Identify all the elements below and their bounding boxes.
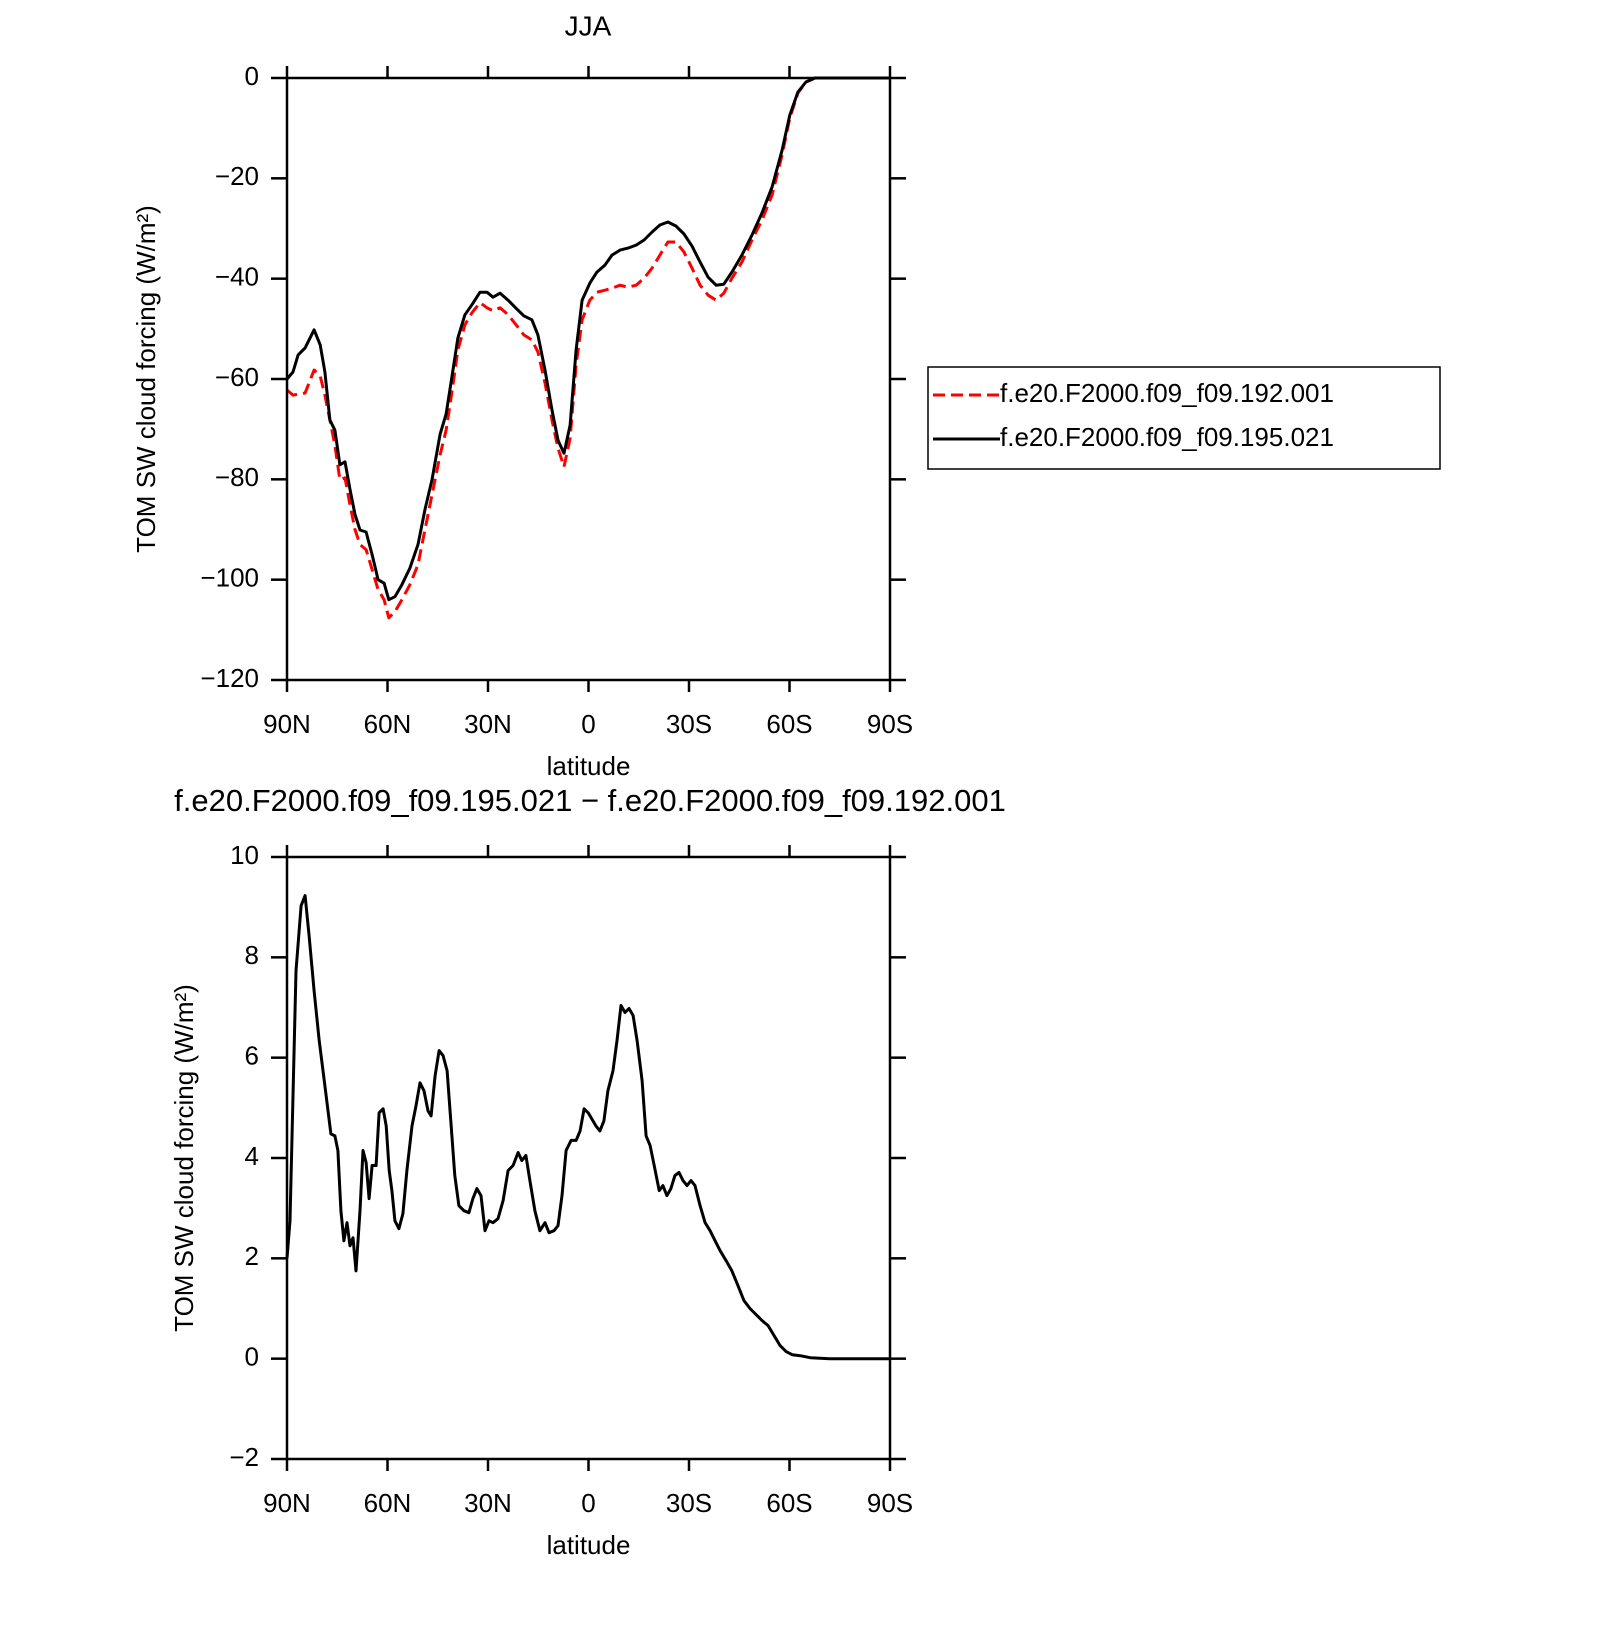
x-tick-label: 60S xyxy=(766,709,812,739)
y-tick-label: −120 xyxy=(200,663,259,693)
y-axis-label: TOM SW cloud forcing (W/m²) xyxy=(169,984,199,1332)
y-axis-label: TOM SW cloud forcing (W/m²) xyxy=(131,205,161,553)
y-tick-label: 6 xyxy=(245,1041,259,1071)
legend-label: f.e20.F2000.f09_f09.192.001 xyxy=(1000,378,1334,408)
y-tick-label: −80 xyxy=(215,462,259,492)
y-tick-label: 2 xyxy=(245,1241,259,1271)
y-tick-label: 8 xyxy=(245,940,259,970)
y-tick-label: 0 xyxy=(245,61,259,91)
x-tick-label: 0 xyxy=(581,1488,595,1518)
x-tick-label: 90N xyxy=(263,709,311,739)
x-axis-label: latitude xyxy=(547,1530,631,1560)
x-tick-label: 60N xyxy=(364,709,412,739)
y-tick-label: −20 xyxy=(215,161,259,191)
y-tick-label: 10 xyxy=(230,840,259,870)
x-tick-label: 30S xyxy=(666,709,712,739)
y-tick-label: −2 xyxy=(229,1442,259,1472)
x-tick-label: 90N xyxy=(263,1488,311,1518)
x-tick-label: 60N xyxy=(364,1488,412,1518)
data-line xyxy=(285,76,890,602)
y-tick-label: −60 xyxy=(215,362,259,392)
x-tick-label: 90S xyxy=(867,1488,913,1518)
y-tick-label: 0 xyxy=(245,1342,259,1372)
x-axis-label: latitude xyxy=(547,751,631,781)
x-tick-label: 60S xyxy=(766,1488,812,1518)
y-tick-label: 4 xyxy=(245,1141,259,1171)
chart-title: JJA xyxy=(565,10,612,41)
x-tick-label: 30N xyxy=(464,1488,512,1518)
x-tick-label: 0 xyxy=(581,709,595,739)
legend-label: f.e20.F2000.f09_f09.195.021 xyxy=(1000,422,1334,452)
plot-frame xyxy=(285,76,892,682)
y-tick-label: −40 xyxy=(215,262,259,292)
legend-box xyxy=(927,366,1441,470)
x-tick-label: 30S xyxy=(666,1488,712,1518)
x-tick-label: 90S xyxy=(867,709,913,739)
data-line xyxy=(285,894,890,1361)
x-tick-label: 30N xyxy=(464,709,512,739)
data-line xyxy=(286,76,890,620)
y-tick-label: −100 xyxy=(200,563,259,593)
plot-frame xyxy=(285,855,892,1461)
chart-title: f.e20.F2000.f09_f09.195.021 − f.e20.F200… xyxy=(174,783,1006,818)
